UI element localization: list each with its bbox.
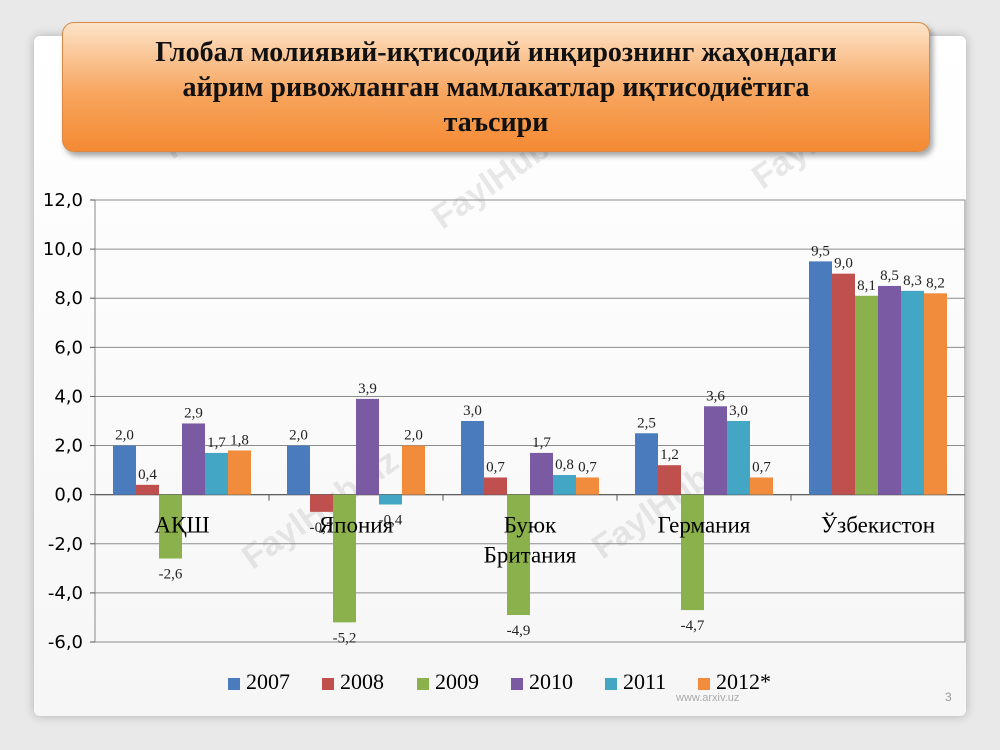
bar [159,494,182,559]
y-tick-label: -2,0 [48,534,83,555]
bar [658,465,681,495]
data-label: 9,5 [811,243,830,259]
bar [310,494,333,512]
y-tick-label: 4,0 [54,386,83,407]
bar [901,290,924,495]
bar [553,475,576,495]
y-tick-label: -6,0 [48,632,83,653]
y-tick-label: 8,0 [54,288,83,309]
data-label: 9,0 [834,256,853,272]
data-label: 3,9 [358,381,377,397]
data-label: -2,6 [159,567,183,583]
data-label: 8,3 [903,273,922,289]
y-tick-label: 12,0 [43,190,83,211]
slide-title: Глобал молиявий-иқтисодий инқирознинг жа… [155,36,837,138]
data-label: 2,5 [637,415,656,431]
legend-label: 2007 [246,669,290,694]
legend-swatch [417,678,429,690]
bar [182,423,205,495]
bar [576,477,599,495]
data-label: 0,7 [578,459,597,475]
legend-swatch [605,678,617,690]
data-label: 0,4 [138,467,157,483]
title-box: Глобал молиявий-иқтисодий инқирознинг жа… [62,22,930,152]
bar [484,477,507,495]
data-label: 0,7 [752,459,771,475]
data-label: -4,7 [681,618,705,634]
category-label: Германия [658,513,751,538]
bar [855,295,878,495]
data-label: -5,2 [333,630,357,646]
bar [402,445,425,495]
y-tick-label: 10,0 [43,239,83,260]
data-label: 3,6 [706,388,725,404]
bar [681,494,704,611]
data-label: 1,8 [230,432,249,448]
legend-label: 2008 [340,669,384,694]
data-label: 0,8 [555,457,574,473]
legend-label: 2012* [716,669,771,694]
bar [704,406,727,495]
data-label: -0,4 [379,512,403,528]
category-label: АҚШ [154,513,209,538]
data-label: 1,7 [207,435,226,451]
bar [356,398,379,495]
data-label: 8,5 [880,268,899,284]
y-tick-label: -4,0 [48,583,83,604]
bar [379,494,402,505]
data-label: 8,2 [926,275,945,291]
category-label: Буюк [504,513,557,538]
legend-swatch [511,678,523,690]
y-tick-label: 6,0 [54,337,83,358]
bar [878,285,901,495]
data-label: 1,7 [532,435,551,451]
category-label: Ўзбекистон [821,513,935,538]
page-number: 3 [945,690,952,704]
bar [750,477,773,495]
bar [832,273,855,495]
bar [530,452,553,495]
data-label: 0,7 [486,459,505,475]
y-tick-label: 0,0 [54,485,83,506]
data-label: -0,7 [310,520,334,536]
bar [461,421,484,495]
legend-swatch [322,678,334,690]
legend-label: 2009 [435,669,479,694]
bar [205,452,228,495]
legend-label: 2010 [529,669,573,694]
bar [136,484,159,495]
legend-label: 2011 [623,669,666,694]
data-label: 2,0 [115,428,134,444]
bar [507,494,530,615]
data-label: 2,0 [289,428,308,444]
data-label: 1,2 [660,447,679,463]
data-label: -4,9 [507,623,531,639]
bar [635,433,658,495]
bar [113,445,136,495]
bar [924,293,947,495]
data-label: 3,0 [463,403,482,419]
y-tick-label: 2,0 [54,436,83,457]
bar [809,261,832,495]
data-label: 8,1 [857,278,876,294]
data-label: 2,0 [404,428,423,444]
bar [727,421,750,495]
legend-swatch [228,678,240,690]
legend-swatch [698,678,710,690]
bar [287,445,310,495]
bar [228,450,251,495]
data-label: 2,9 [184,405,203,421]
bar [333,494,356,623]
footer-url: www.arxiv.uz [676,692,740,704]
category-label: Британия [484,543,577,568]
category-label: Япония [319,513,394,538]
data-label: 3,0 [729,403,748,419]
